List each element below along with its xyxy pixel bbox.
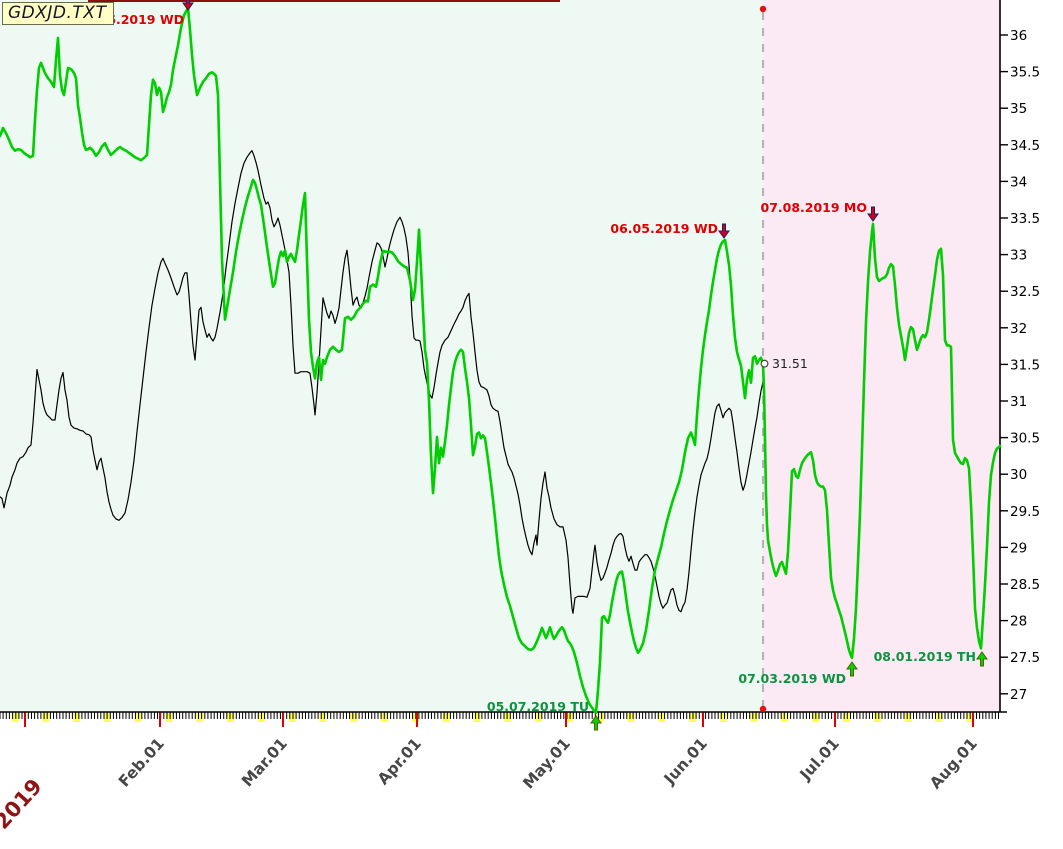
down-arrow-marker (867, 206, 879, 222)
y-tick-label: 28.5 (1010, 577, 1040, 593)
year-axis-label: 2019 (0, 774, 47, 833)
up-arrow-marker (846, 661, 858, 677)
y-tick-label: 31.5 (1010, 357, 1040, 373)
last-value-marker (760, 359, 769, 368)
week-highlight-mark (627, 713, 635, 722)
month-axis-label: Aug.01 (926, 735, 981, 793)
last-value-label: 31.51 (772, 356, 808, 371)
month-axis-label: Jun.01 (660, 735, 711, 789)
week-highlight-mark (319, 713, 327, 722)
y-tick-label: 33.5 (1010, 211, 1040, 227)
pivot-annotation-label: 07.08.2019 MO (761, 200, 868, 215)
up-arrow-marker (976, 651, 988, 667)
week-highlight-mark (504, 713, 512, 722)
pivot-annotation-label: 08.01.2019 TH (874, 649, 976, 664)
divider-top-dot (759, 5, 767, 13)
down-arrow-marker (182, 0, 194, 11)
week-highlight-mark (873, 713, 881, 722)
symbol-title: GDXJD.TXT (2, 2, 115, 25)
week-highlight-mark (596, 713, 604, 722)
y-tick-label: 27 (1010, 687, 1027, 703)
week-highlight-mark (904, 713, 912, 722)
y-tick-label: 34.5 (1010, 138, 1040, 154)
week-highlight-mark (750, 713, 758, 722)
history-region (0, 0, 763, 712)
y-tick-label: 30.5 (1010, 431, 1040, 447)
y-tick-label: 27.5 (1010, 650, 1040, 666)
week-highlight-mark (719, 713, 727, 722)
y-tick-label: 29.5 (1010, 504, 1040, 520)
y-tick-label: 33 (1010, 248, 1027, 264)
y-tick-label: 28 (1010, 614, 1027, 630)
month-axis-label: Jul.01 (796, 735, 843, 785)
y-tick-label: 30 (1010, 467, 1027, 483)
y-tick-label: 32 (1010, 321, 1027, 337)
month-axis-label: Feb.01 (115, 735, 168, 791)
week-highlight-mark (565, 713, 573, 722)
week-highlight-mark (11, 713, 19, 722)
y-tick-label: 35 (1010, 101, 1027, 117)
black-reference-series-line (0, 150, 764, 614)
month-axis-label: Mar.01 (238, 735, 291, 791)
month-axis-label: Apr.01 (374, 735, 425, 789)
month-axis-label: May.01 (519, 735, 574, 793)
week-highlight-mark (165, 713, 173, 722)
green-price-series-line (0, 6, 1002, 715)
pivot-annotation-label: 06.05.2019 WD (610, 221, 718, 236)
y-tick-label: 35.5 (1010, 65, 1040, 81)
week-highlight-mark (196, 713, 204, 722)
week-highlight-mark (350, 713, 358, 722)
week-highlight-mark (781, 713, 789, 722)
divider-bottom-dot (759, 705, 767, 713)
week-highlight-mark (442, 713, 450, 722)
week-highlight-mark (843, 713, 851, 722)
y-tick-label: 34 (1010, 174, 1027, 190)
up-arrow-marker (590, 715, 602, 731)
pivot-annotation-label: 07.03.2019 WD (738, 671, 846, 686)
y-tick-label: 32.5 (1010, 284, 1040, 300)
week-highlight-mark (42, 713, 50, 722)
pivot-annotation-label: 05.07.2019 TU (487, 699, 589, 714)
y-tick-label: 29 (1010, 540, 1027, 556)
down-arrow-marker (718, 223, 730, 239)
week-highlight-mark (227, 713, 235, 722)
y-tick-label: 31 (1010, 394, 1027, 410)
week-highlight-mark (473, 713, 481, 722)
week-highlight-mark (73, 713, 81, 722)
y-tick-label: 36 (1010, 28, 1027, 44)
week-highlight-mark (288, 713, 296, 722)
day-ticks (0, 712, 999, 719)
forecast-region (763, 0, 1000, 712)
